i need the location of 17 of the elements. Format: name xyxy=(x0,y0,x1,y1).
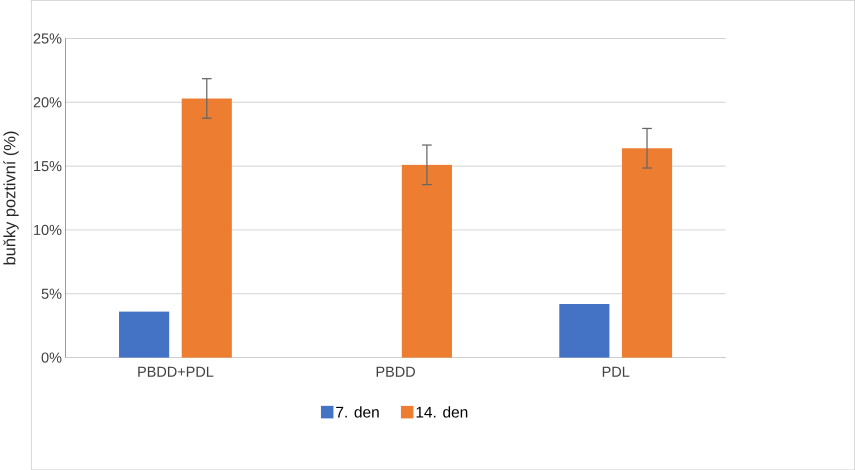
y-tick-label: 10% xyxy=(34,224,62,235)
bar xyxy=(182,98,232,358)
y-axis-title: buňky poztivní (%) xyxy=(3,132,19,264)
x-tick-label: PDL xyxy=(602,366,630,377)
bar xyxy=(402,164,452,358)
y-tick-label: 0% xyxy=(42,352,62,363)
legend-label: 7. den xyxy=(336,406,379,418)
y-tick-label: 15% xyxy=(34,160,62,172)
x-tick-label: PBDD+PDL xyxy=(138,366,214,377)
y-tick-label: 20% xyxy=(34,97,62,108)
bar xyxy=(559,304,610,358)
bar xyxy=(119,311,170,358)
legend-label: 14. den xyxy=(416,406,468,418)
bar xyxy=(622,148,672,358)
y-tick-label: 25% xyxy=(34,33,62,44)
y-tick-label: 5% xyxy=(42,288,62,299)
x-tick-label: PBDD xyxy=(376,366,415,377)
